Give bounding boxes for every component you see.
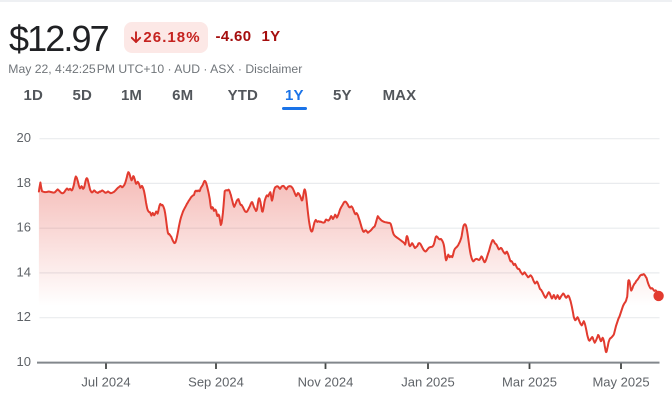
- svg-text:10: 10: [17, 354, 31, 369]
- svg-text:18: 18: [17, 175, 31, 190]
- svg-text:Mar 2025: Mar 2025: [502, 374, 557, 389]
- svg-text:16: 16: [17, 220, 31, 235]
- svg-text:20: 20: [17, 130, 31, 145]
- svg-text:Sep 2024: Sep 2024: [188, 374, 244, 389]
- svg-text:May 2025: May 2025: [592, 374, 649, 389]
- svg-text:Jan 2025: Jan 2025: [401, 374, 455, 389]
- svg-text:Nov 2024: Nov 2024: [298, 374, 354, 389]
- svg-text:Jul 2024: Jul 2024: [81, 374, 130, 389]
- svg-text:12: 12: [17, 309, 31, 324]
- svg-text:14: 14: [17, 264, 31, 279]
